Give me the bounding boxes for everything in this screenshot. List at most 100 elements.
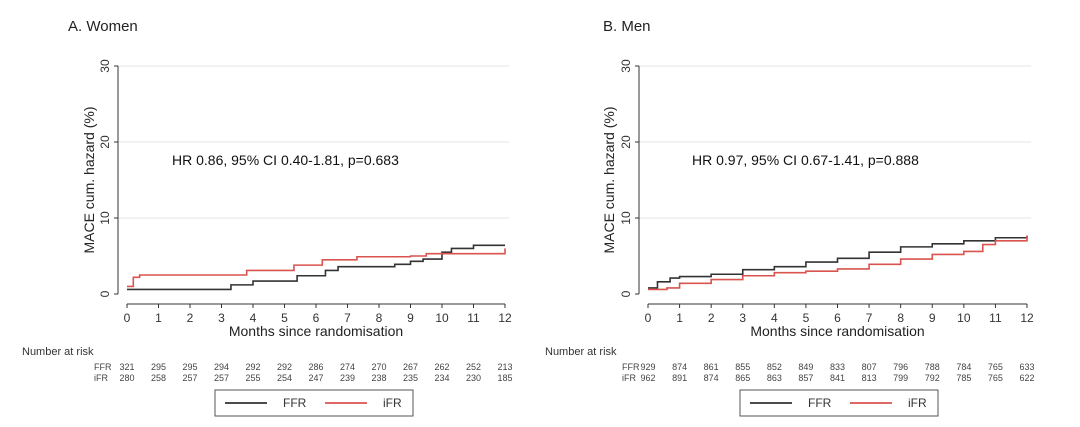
y-tick-label: 30 [619, 59, 633, 73]
risk-value-ffr: 633 [1019, 362, 1034, 372]
x-tick-label: 9 [929, 311, 936, 325]
risk-value-ifr: 238 [371, 373, 386, 383]
panel-title: A. Women [68, 18, 138, 35]
panel-title: B. Men [603, 18, 651, 35]
legend-label-ifr: iFR [383, 396, 402, 410]
x-tick-label: 10 [435, 311, 449, 325]
risk-value-ifr: 257 [214, 373, 229, 383]
risk-value-ifr: 792 [925, 373, 940, 383]
x-axis-title: Months since randomisation [750, 323, 924, 339]
legend: FFR iFR [739, 389, 939, 417]
legend-box [739, 389, 939, 417]
series-line-ffr [648, 236, 1028, 289]
risk-value-ffr: 852 [767, 362, 782, 372]
risk-value-ffr: 274 [340, 362, 355, 372]
risk-value-ifr: 813 [862, 373, 877, 383]
risk-value-ifr: 234 [434, 373, 449, 383]
x-axis-title: Months since randomisation [229, 323, 403, 339]
x-tick-label: 0 [645, 311, 652, 325]
x-tick-label: 7 [866, 311, 873, 325]
risk-value-ifr: 280 [119, 373, 134, 383]
x-tick-label: 3 [739, 311, 746, 325]
risk-value-ifr: 962 [640, 373, 655, 383]
x-tick-label: 4 [771, 311, 778, 325]
risk-value-ifr: 863 [767, 373, 782, 383]
risk-value-ifr: 239 [340, 373, 355, 383]
risk-value-ffr: 861 [704, 362, 719, 372]
risk-value-ifr: 865 [735, 373, 750, 383]
y-tick-label: 0 [619, 290, 633, 297]
risk-value-ffr: 765 [988, 362, 1003, 372]
risk-value-ifr: 235 [403, 373, 418, 383]
number-at-risk-header: Number at risk [22, 346, 94, 358]
risk-value-ffr: 294 [214, 362, 229, 372]
x-tick-label: 7 [344, 311, 351, 325]
risk-value-ffr: 286 [308, 362, 323, 372]
y-tick-label: 20 [98, 135, 112, 149]
risk-value-ifr: 891 [672, 373, 687, 383]
risk-value-ifr: 255 [245, 373, 260, 383]
x-tick-label: 11 [989, 311, 1002, 325]
risk-value-ffr: 929 [640, 362, 655, 372]
risk-value-ffr: 833 [830, 362, 845, 372]
risk-value-ifr: 258 [151, 373, 166, 383]
x-tick-label: 1 [155, 311, 162, 325]
risk-value-ffr: 252 [466, 362, 481, 372]
risk-value-ffr: 295 [182, 362, 197, 372]
risk-value-ifr: 874 [704, 373, 719, 383]
risk-value-ffr: 321 [119, 362, 134, 372]
series-line-ifr [127, 248, 506, 288]
risk-value-ffr: 270 [371, 362, 386, 372]
risk-row-label-ffr: FFR [94, 362, 112, 372]
hazard-ratio-annotation: HR 0.86, 95% CI 0.40-1.81, p=0.683 [172, 152, 399, 168]
risk-value-ffr: 213 [497, 362, 512, 372]
x-tick-label: 12 [1020, 311, 1034, 325]
risk-value-ifr: 785 [956, 373, 971, 383]
x-tick-label: 5 [281, 311, 288, 325]
risk-value-ifr: 185 [497, 373, 512, 383]
risk-value-ffr: 292 [245, 362, 260, 372]
y-tick-label: 30 [98, 59, 112, 73]
x-tick-label: 0 [124, 311, 131, 325]
risk-value-ifr: 230 [466, 373, 481, 383]
hazard-ratio-annotation: HR 0.97, 95% CI 0.67-1.41, p=0.888 [692, 152, 919, 168]
y-tick-label: 0 [98, 290, 112, 297]
x-tick-label: 12 [498, 311, 512, 325]
risk-value-ifr: 857 [798, 373, 813, 383]
y-axis-title: MACE cum. hazard (%) [601, 106, 617, 253]
x-tick-label: 2 [187, 311, 194, 325]
x-tick-label: 10 [957, 311, 971, 325]
x-tick-label: 1 [676, 311, 683, 325]
risk-value-ffr: 784 [956, 362, 971, 372]
x-tick-label: 8 [376, 311, 383, 325]
x-tick-label: 11 [467, 311, 480, 325]
x-tick-label: 2 [708, 311, 715, 325]
risk-value-ifr: 799 [893, 373, 908, 383]
legend-label-ffr: FFR [808, 396, 832, 410]
risk-value-ffr: 292 [277, 362, 292, 372]
y-tick-label: 10 [619, 211, 633, 225]
risk-value-ifr: 247 [308, 373, 323, 383]
risk-row-label-ifr: iFR [622, 373, 636, 383]
risk-value-ffr: 267 [403, 362, 418, 372]
risk-value-ifr: 254 [277, 373, 292, 383]
x-tick-label: 5 [803, 311, 810, 325]
risk-value-ffr: 874 [672, 362, 687, 372]
risk-value-ffr: 796 [893, 362, 908, 372]
risk-row-label-ifr: iFR [94, 373, 108, 383]
risk-value-ifr: 622 [1019, 373, 1034, 383]
legend: FFR iFR [214, 389, 414, 417]
risk-value-ffr: 262 [434, 362, 449, 372]
risk-value-ffr: 295 [151, 362, 166, 372]
y-axis-title: MACE cum. hazard (%) [81, 106, 97, 253]
x-tick-label: 8 [897, 311, 904, 325]
x-tick-label: 3 [218, 311, 225, 325]
legend-label-ffr: FFR [283, 396, 307, 410]
legend-label-ifr: iFR [908, 396, 927, 410]
risk-value-ifr: 257 [182, 373, 197, 383]
x-tick-label: 4 [250, 311, 257, 325]
risk-value-ffr: 855 [735, 362, 750, 372]
